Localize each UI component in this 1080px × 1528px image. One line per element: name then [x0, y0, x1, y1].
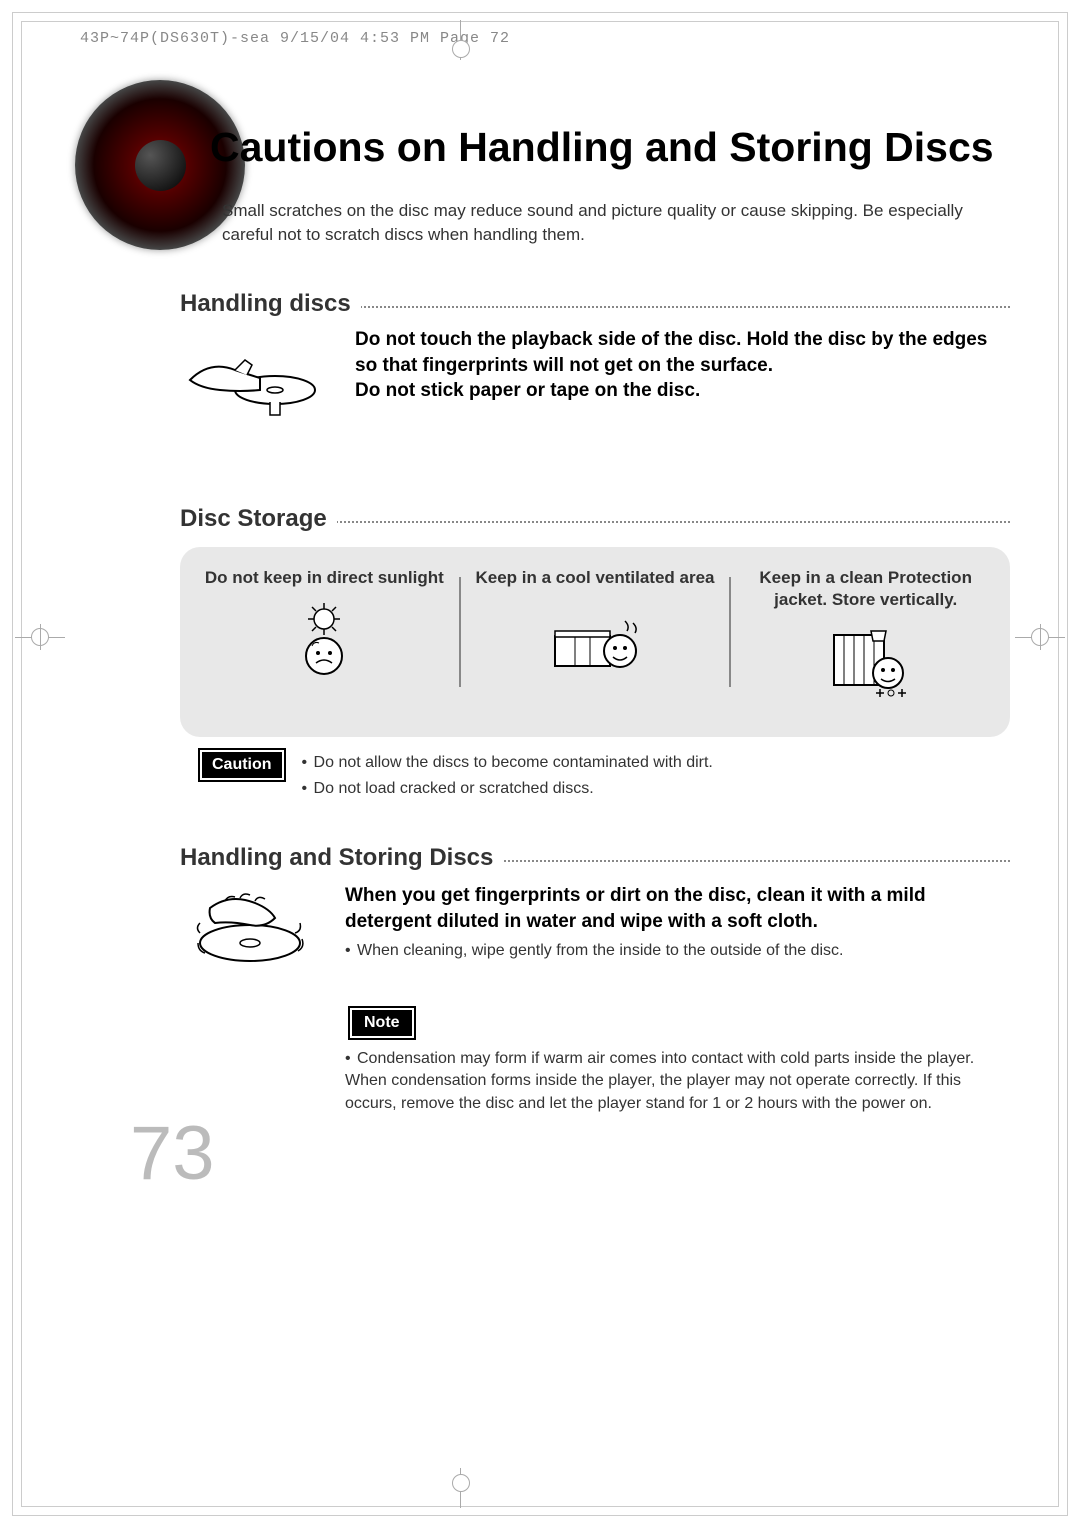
caution-row: Caution •Do not allow the discs to becom…: [200, 750, 1010, 801]
crop-mark-bottom-circle: [452, 1474, 470, 1492]
storage-col-sunlight: Do not keep in direct sunlight: [190, 567, 459, 717]
storage-col-jacket: Keep in a clean Protection jacket. Store…: [731, 567, 1000, 717]
section-handling-discs: Handling discs: [180, 290, 1010, 308]
print-header-meta: 43P~74P(DS630T)-sea 9/15/04 4:53 PM Page…: [80, 30, 510, 47]
storage-heading: Disc Storage: [180, 505, 337, 533]
handling-heading: Handling discs: [180, 290, 361, 318]
section-disc-storage: Disc Storage: [180, 505, 1010, 523]
crop-mark-left: [15, 624, 65, 650]
cleaning-text-block: When you get fingerprints or dirt on the…: [345, 883, 1010, 960]
page-number: 73: [130, 1110, 215, 1197]
hand-holding-disc-illustration: [180, 330, 330, 425]
storage-col-ventilated: Keep in a cool ventilated area: [461, 567, 730, 717]
sunlight-icon: [274, 601, 374, 676]
storage-panel: Do not keep in direct sunlight Keep in a…: [180, 547, 1010, 737]
cleaning-bold-text: When you get fingerprints or dirt on the…: [345, 883, 1010, 934]
handling-line1: Do not touch the playback side of the di…: [355, 327, 1010, 378]
crop-mark-right: [1015, 624, 1065, 650]
crop-mark-top-circle: [452, 40, 470, 58]
section-handling-storing: Handling and Storing Discs: [180, 844, 1010, 862]
caution-item-1: •Do not allow the discs to become contam…: [302, 750, 713, 776]
handling-storing-heading: Handling and Storing Discs: [180, 844, 503, 872]
caution-item-2: •Do not load cracked or scratched discs.: [302, 776, 713, 802]
jacket-icon: [816, 623, 916, 698]
storage-label-1: Do not keep in direct sunlight: [200, 567, 449, 589]
cleaning-bullet: •When cleaning, wipe gently from the ins…: [345, 942, 1010, 960]
handling-instructions: Do not touch the playback side of the di…: [355, 327, 1010, 404]
handling-line2: Do not stick paper or tape on the disc.: [355, 378, 1010, 404]
storage-label-3: Keep in a clean Protection jacket. Store…: [741, 567, 990, 611]
caution-badge: Caution: [200, 750, 284, 780]
ventilated-icon: [545, 601, 645, 676]
caution-list: •Do not allow the discs to become contam…: [302, 750, 713, 801]
page-title: Cautions on Handling and Storing Discs: [210, 124, 994, 171]
storage-label-2: Keep in a cool ventilated area: [471, 567, 720, 589]
note-text: •Condensation may form if warm air comes…: [345, 1048, 990, 1115]
note-badge: Note: [350, 1008, 414, 1038]
intro-paragraph: Small scratches on the disc may reduce s…: [222, 199, 1010, 247]
cleaning-disc-illustration: [180, 883, 320, 978]
